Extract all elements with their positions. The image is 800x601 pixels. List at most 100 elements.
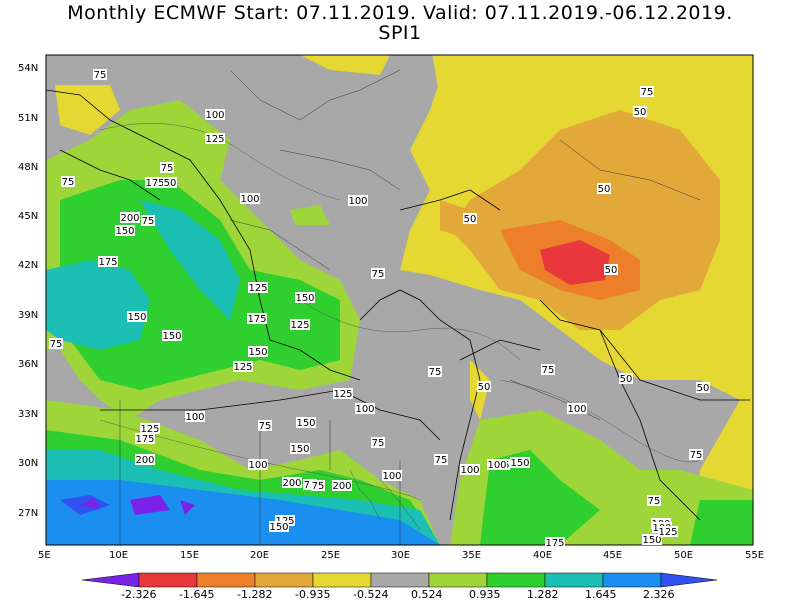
colorbar-tick-label: -1.645 (179, 588, 215, 601)
contour-label-bg (658, 526, 678, 537)
contour-label: 175 (98, 257, 117, 268)
colorbar-segment (544, 572, 604, 588)
longitude-label: 25E (321, 550, 341, 561)
contour-label-bg (633, 106, 647, 117)
contour-label: 75 (372, 269, 385, 280)
contour-label: 125 (333, 389, 352, 400)
dry-zone-yellow-nw (300, 55, 390, 75)
contour-label-bg (382, 470, 402, 481)
contour-label-bg (248, 346, 268, 357)
latitude-label: 42N (18, 260, 39, 271)
latitude-label: 36N (18, 359, 39, 370)
contour-label-bg (93, 69, 107, 80)
contour-label: 200 (120, 213, 139, 224)
contour-label: 100 (355, 404, 374, 415)
colorbar-right-arrow (660, 572, 718, 588)
contour-label: 75 (259, 421, 272, 432)
contour-label-bg (348, 195, 368, 206)
contour-label: 50 (598, 184, 611, 195)
contour-label: 200 (282, 478, 301, 489)
contour-label-bg (290, 319, 310, 330)
wet-zone-green-arabia (480, 450, 600, 545)
contour-label: 150 (296, 418, 315, 429)
extreme-wet-zone-blue (46, 480, 440, 545)
contour-label-bg (135, 433, 155, 444)
contour-label: 75 (648, 496, 661, 507)
contour-label-bg (640, 86, 654, 97)
contour-label: 175 (545, 538, 564, 549)
contour-label-bg (541, 364, 555, 375)
contour-label: 125 (205, 134, 224, 145)
contour-label-bg (247, 313, 267, 324)
contour-label-bg (141, 215, 155, 226)
longitude-label: 15E (180, 550, 200, 561)
contour-label: 50 (697, 383, 710, 394)
contour-label: 50 (634, 107, 647, 118)
contour-label: 75 (641, 87, 654, 98)
longitude-label: 40E (533, 550, 553, 561)
contour-label: 150 (115, 226, 134, 237)
contour-label-bg (248, 459, 268, 470)
colorbar-segment (196, 572, 256, 588)
contour-label-bg (233, 361, 253, 372)
contour-label: 75 (690, 450, 703, 461)
colorbar-tick-label: 2.326 (643, 588, 675, 601)
longitude-label: 45E (603, 550, 623, 561)
contour-label: 150 (269, 522, 288, 533)
contour-label: 125 (290, 320, 309, 331)
contour-label-bg (460, 464, 480, 475)
contour-label: 75 (50, 339, 63, 350)
contour-label-bg (248, 282, 268, 293)
contour-label-bg (303, 479, 317, 490)
colorbar-tick-label: -0.524 (353, 588, 389, 601)
contour-label-bg (355, 403, 375, 414)
contour-label: 75 (94, 70, 107, 81)
contour-label: 50 (464, 214, 477, 225)
contour-label-bg (160, 162, 174, 173)
colorbar-segment (486, 572, 546, 588)
latitude-label: 48N (18, 162, 39, 173)
colorbar-tick-label: 1.645 (585, 588, 617, 601)
longitude-label: 35E (462, 550, 482, 561)
contour-label-bg (604, 264, 618, 275)
contour-label-bg (162, 330, 182, 341)
contour-label-bg (135, 454, 155, 465)
latitude-label: 45N (18, 211, 39, 222)
contour-label-bg (597, 183, 611, 194)
contour-label-bg (428, 366, 442, 377)
contour-label-bg (49, 338, 63, 349)
longitude-label: 55E (745, 550, 765, 561)
contour-label-bg (185, 411, 205, 422)
contour-label: 125 (658, 527, 677, 538)
contour-label: 75 (429, 367, 442, 378)
contour-label-bg (696, 382, 710, 393)
contour-label-bg (120, 212, 140, 223)
contour-label-bg (333, 388, 353, 399)
contour-label: 75 (304, 480, 317, 491)
contour-label: 125 (248, 283, 267, 294)
latitude-label: 30N (18, 458, 39, 469)
colorbar-tick-label: -2.326 (121, 588, 157, 601)
contour-label: 100 (567, 404, 586, 415)
contour-label: 150 (295, 293, 314, 304)
colorbar-tick-label: 1.282 (527, 588, 559, 601)
contour-label-bg (487, 459, 507, 470)
colorbar-tick-label: -0.935 (295, 588, 331, 601)
contour-label-bg (145, 177, 165, 188)
contour-label: 150 (248, 347, 267, 358)
contour-label-bg (98, 256, 118, 267)
contour-label-bg (647, 495, 661, 506)
latitude-label: 39N (18, 310, 39, 321)
contour-label-bg (290, 443, 310, 454)
latitude-label: 33N (18, 409, 39, 420)
contour-label: 200 (332, 481, 351, 492)
contour-label: 100 (487, 460, 506, 471)
contour-label-bg (140, 423, 160, 434)
contour-label-bg (434, 454, 448, 465)
contour-label: 50 (478, 382, 491, 393)
contour-label-bg (642, 534, 662, 545)
map-title: Monthly ECMWF Start: 07.11.2019. Valid: … (67, 2, 733, 24)
latitude-label: 51N (18, 113, 39, 124)
wet-zone-green-east (690, 500, 753, 545)
contour-label: 100 (205, 110, 224, 121)
